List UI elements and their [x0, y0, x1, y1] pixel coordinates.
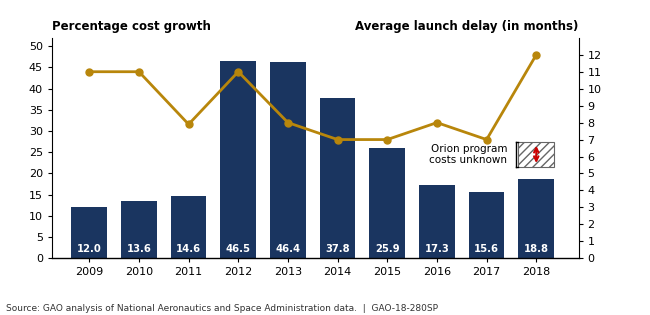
Bar	[519, 179, 554, 258]
Bar	[72, 207, 107, 258]
Text: 12.0: 12.0	[77, 244, 101, 254]
Text: 15.6: 15.6	[474, 244, 499, 254]
Text: Source: GAO analysis of National Aeronautics and Space Administration data.  |  : Source: GAO analysis of National Aeronau…	[6, 304, 439, 313]
Text: 14.6: 14.6	[176, 244, 201, 254]
Text: Orion program
costs unknown: Orion program costs unknown	[430, 144, 508, 165]
Text: Average launch delay (in months): Average launch delay (in months)	[355, 20, 578, 33]
Bar	[121, 201, 157, 258]
Bar	[220, 61, 256, 258]
Text: 13.6: 13.6	[127, 244, 151, 254]
Bar	[270, 61, 306, 258]
Text: 18.8: 18.8	[524, 244, 549, 254]
Bar	[519, 142, 554, 167]
Text: 46.4: 46.4	[276, 244, 300, 254]
Text: 46.5: 46.5	[226, 244, 251, 254]
Bar	[171, 196, 207, 258]
Text: 37.8: 37.8	[325, 244, 350, 254]
Text: 17.3: 17.3	[424, 244, 449, 254]
Text: Percentage cost growth: Percentage cost growth	[52, 20, 211, 33]
Bar	[419, 185, 455, 258]
Bar	[469, 192, 504, 258]
Text: 25.9: 25.9	[375, 244, 400, 254]
Bar	[320, 98, 356, 258]
Bar	[369, 148, 405, 258]
